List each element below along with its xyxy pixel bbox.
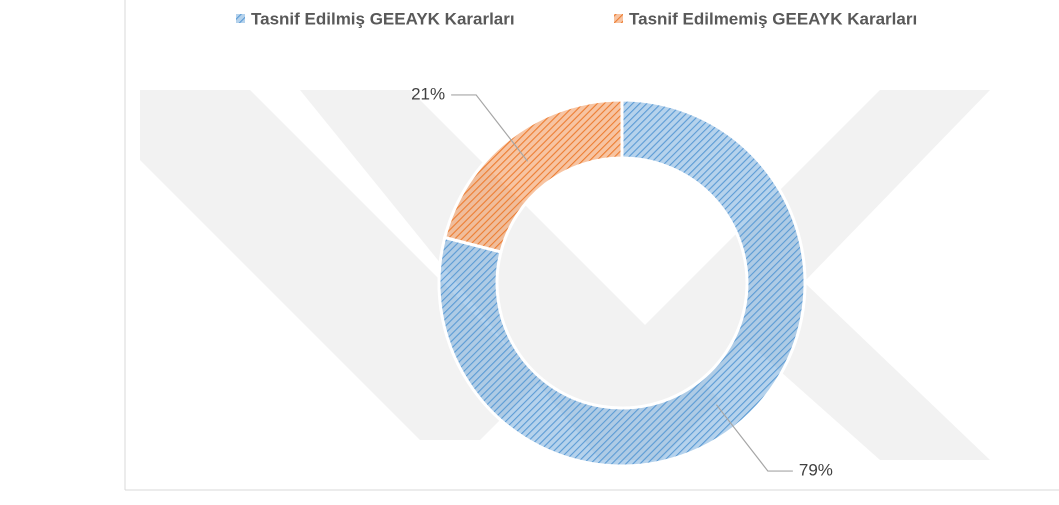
legend-label: Tasnif Edilmiş GEEAYK Kararları (251, 9, 515, 28)
data-label: 79% (799, 461, 833, 480)
legend-label: Tasnif Edilmemiş GEEAYK Kararları (629, 9, 917, 28)
watermark (140, 90, 990, 460)
donut-segment (437, 98, 807, 468)
donut-segment (442, 98, 624, 254)
legend-swatch (614, 14, 623, 23)
legend-swatch (236, 14, 245, 23)
data-label: 21% (411, 84, 445, 103)
leader-line (451, 94, 529, 162)
leader-line (715, 404, 793, 472)
